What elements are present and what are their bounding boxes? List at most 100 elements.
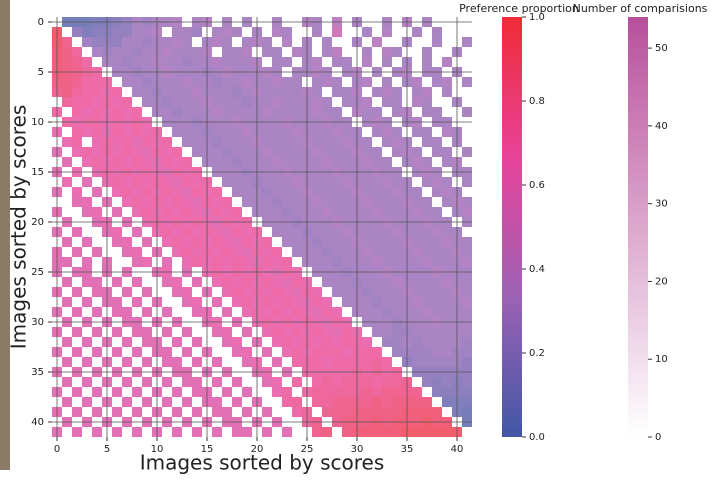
heatmap-cell [412,427,422,437]
heatmap-cell [92,87,102,97]
heatmap-cell [422,87,432,97]
heatmap-cell [382,327,392,337]
heatmap-cell [182,197,192,207]
heatmap-cell [132,407,142,417]
heatmap-cell [222,197,232,207]
heatmap-cell [332,107,342,117]
heatmap-cell [382,377,392,387]
heatmap-cell [162,307,172,317]
heatmap-cell [232,257,242,267]
heatmap-cell [312,97,322,107]
heatmap-cell [342,377,352,387]
heatmap-cell [92,407,102,417]
heatmap-cell [372,227,382,237]
heatmap-cell [182,127,192,137]
heatmap-cell [162,77,172,87]
heatmap-cell [142,97,152,107]
heatmap-cell [432,427,442,437]
heatmap-cell [332,397,342,407]
heatmap-cell [432,27,442,37]
heatmap-cell [62,77,72,87]
heatmap-cell [172,227,182,237]
heatmap-cell [442,307,452,317]
heatmap-cell [262,297,272,307]
heatmap-cell [162,207,172,217]
heatmap-cell [222,137,232,147]
heatmap-cell [272,157,282,167]
heatmap-cell [272,97,282,107]
heatmap-cell [132,147,142,157]
heatmap-cell [142,137,152,147]
heatmap-cell [62,37,72,47]
heatmap-cell [282,127,292,137]
heatmap-cell [292,407,302,417]
heatmap-cell [392,87,402,97]
heatmap-cell [372,257,382,267]
heatmap-cell [212,37,222,47]
heatmap-cell [432,387,442,397]
heatmap-cell [392,177,402,187]
heatmap-cell [72,347,82,357]
heatmap-cell [172,27,182,37]
heatmap-cell [422,427,432,437]
heatmap-cell [312,357,322,367]
heatmap-cell [382,187,392,197]
heatmap-cell [362,97,372,107]
heatmap-cell [432,307,442,317]
heatmap-cell [412,147,422,157]
heatmap-cell [92,247,102,257]
heatmap-cell [372,107,382,117]
heatmap-cell [312,397,322,407]
heatmap-cell [182,347,192,357]
heatmap-cell [322,427,332,437]
heatmap-cell [382,427,392,437]
heatmap-cell [122,287,132,297]
heatmap-cell [82,57,92,67]
heatmap-cell [182,37,192,47]
heatmap-cell [282,387,292,397]
heatmap-cell [172,387,182,397]
heatmap-cell [92,307,102,317]
heatmap-cell [142,237,152,247]
heatmap-cell [242,87,252,97]
heatmap-cell [132,187,142,197]
heatmap-cell [62,257,72,267]
heatmap-cell [222,157,232,167]
heatmap-cell [442,247,452,257]
heatmap-cell [332,357,342,367]
heatmap-cell [292,147,302,157]
heatmap-cell [442,377,452,387]
heatmap-cell [412,87,422,97]
heatmap-cell [342,347,352,357]
heatmap-cell [182,97,192,107]
heatmap-cell [342,337,352,347]
heatmap-cell [132,27,142,37]
heatmap-cell [82,397,92,407]
heatmap-cell [322,277,332,287]
heatmap-cell [82,357,92,367]
heatmap-cell [312,127,322,137]
heatmap-cell [332,177,342,187]
heatmap-cell [332,127,342,137]
heatmap-cell [282,227,292,237]
heatmap-cell [292,127,302,137]
heatmap-cell [72,247,82,257]
heatmap-cell [122,147,132,157]
heatmap-cell [322,307,332,317]
heatmap-cell [192,97,202,107]
heatmap-cell [392,327,402,337]
heatmap-cell [122,97,132,107]
heatmap-cell [232,107,242,117]
heatmap-cell [92,187,102,197]
heatmap-cell [242,47,252,57]
heatmap-cell [332,337,342,347]
heatmap-cell [92,387,102,397]
heatmap-cell [292,227,302,237]
heatmap-cell [92,207,102,217]
heatmap-cell [162,377,172,387]
heatmap-cell [412,387,422,397]
heatmap-cell [232,277,242,287]
heatmap-cell [422,157,432,167]
heatmap-cell [342,147,352,157]
heatmap-cell [362,187,372,197]
